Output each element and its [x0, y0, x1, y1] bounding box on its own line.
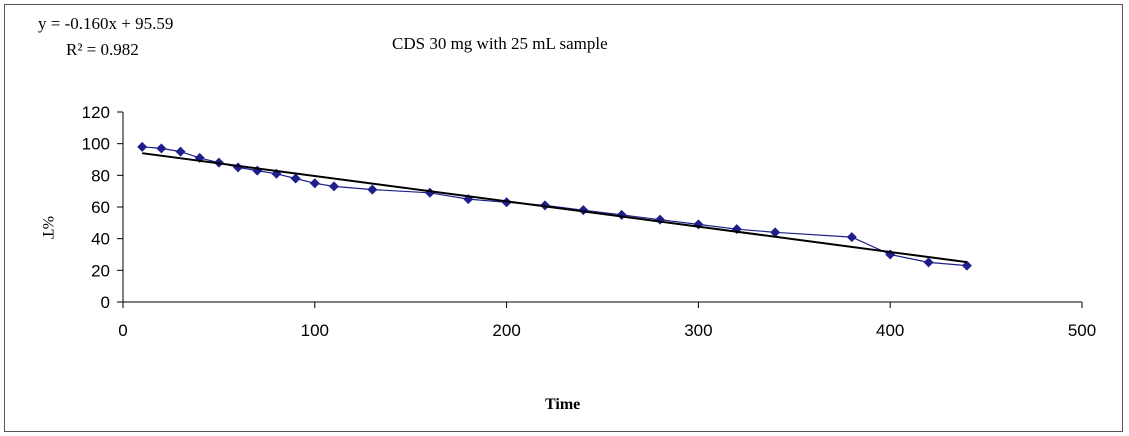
y-tick-label: 80 [91, 166, 110, 185]
x-tick-label: 0 [118, 321, 127, 340]
x-axis-label: Time [545, 396, 581, 413]
chart-title: CDS 30 mg with 25 mL sample [392, 34, 608, 53]
data-point [156, 143, 167, 154]
data-point [309, 178, 320, 189]
data-point [961, 260, 972, 271]
data-point [367, 184, 378, 195]
data-point [175, 146, 186, 157]
data-point [655, 214, 666, 225]
data-point [616, 209, 627, 220]
data-point [328, 181, 339, 192]
data-point [846, 232, 857, 243]
x-tick-label: 300 [684, 321, 712, 340]
y-tick-label: 100 [82, 135, 110, 154]
trendline-equation: y = -0.160x + 95.59 [38, 14, 174, 33]
y-tick-label: 40 [91, 230, 110, 249]
y-tick-label: 60 [91, 198, 110, 217]
series-line [142, 146, 967, 267]
data-point [137, 141, 148, 152]
x-tick-label: 400 [876, 321, 904, 340]
data-point [770, 227, 781, 238]
x-tick-label: 200 [492, 321, 520, 340]
y-tick-label: 20 [91, 261, 110, 280]
chart-frame [4, 4, 1123, 432]
y-tick-label: 120 [82, 103, 110, 122]
y-tick-label: 0 [101, 293, 110, 312]
trendline [142, 152, 968, 264]
data-point [233, 162, 244, 173]
data-point [424, 187, 435, 198]
x-tick-label: 100 [301, 321, 329, 340]
x-tick-label: 500 [1068, 321, 1096, 340]
trendline-r2: R² = 0.982 [66, 40, 139, 59]
data-point [923, 257, 934, 268]
data-point [290, 173, 301, 184]
